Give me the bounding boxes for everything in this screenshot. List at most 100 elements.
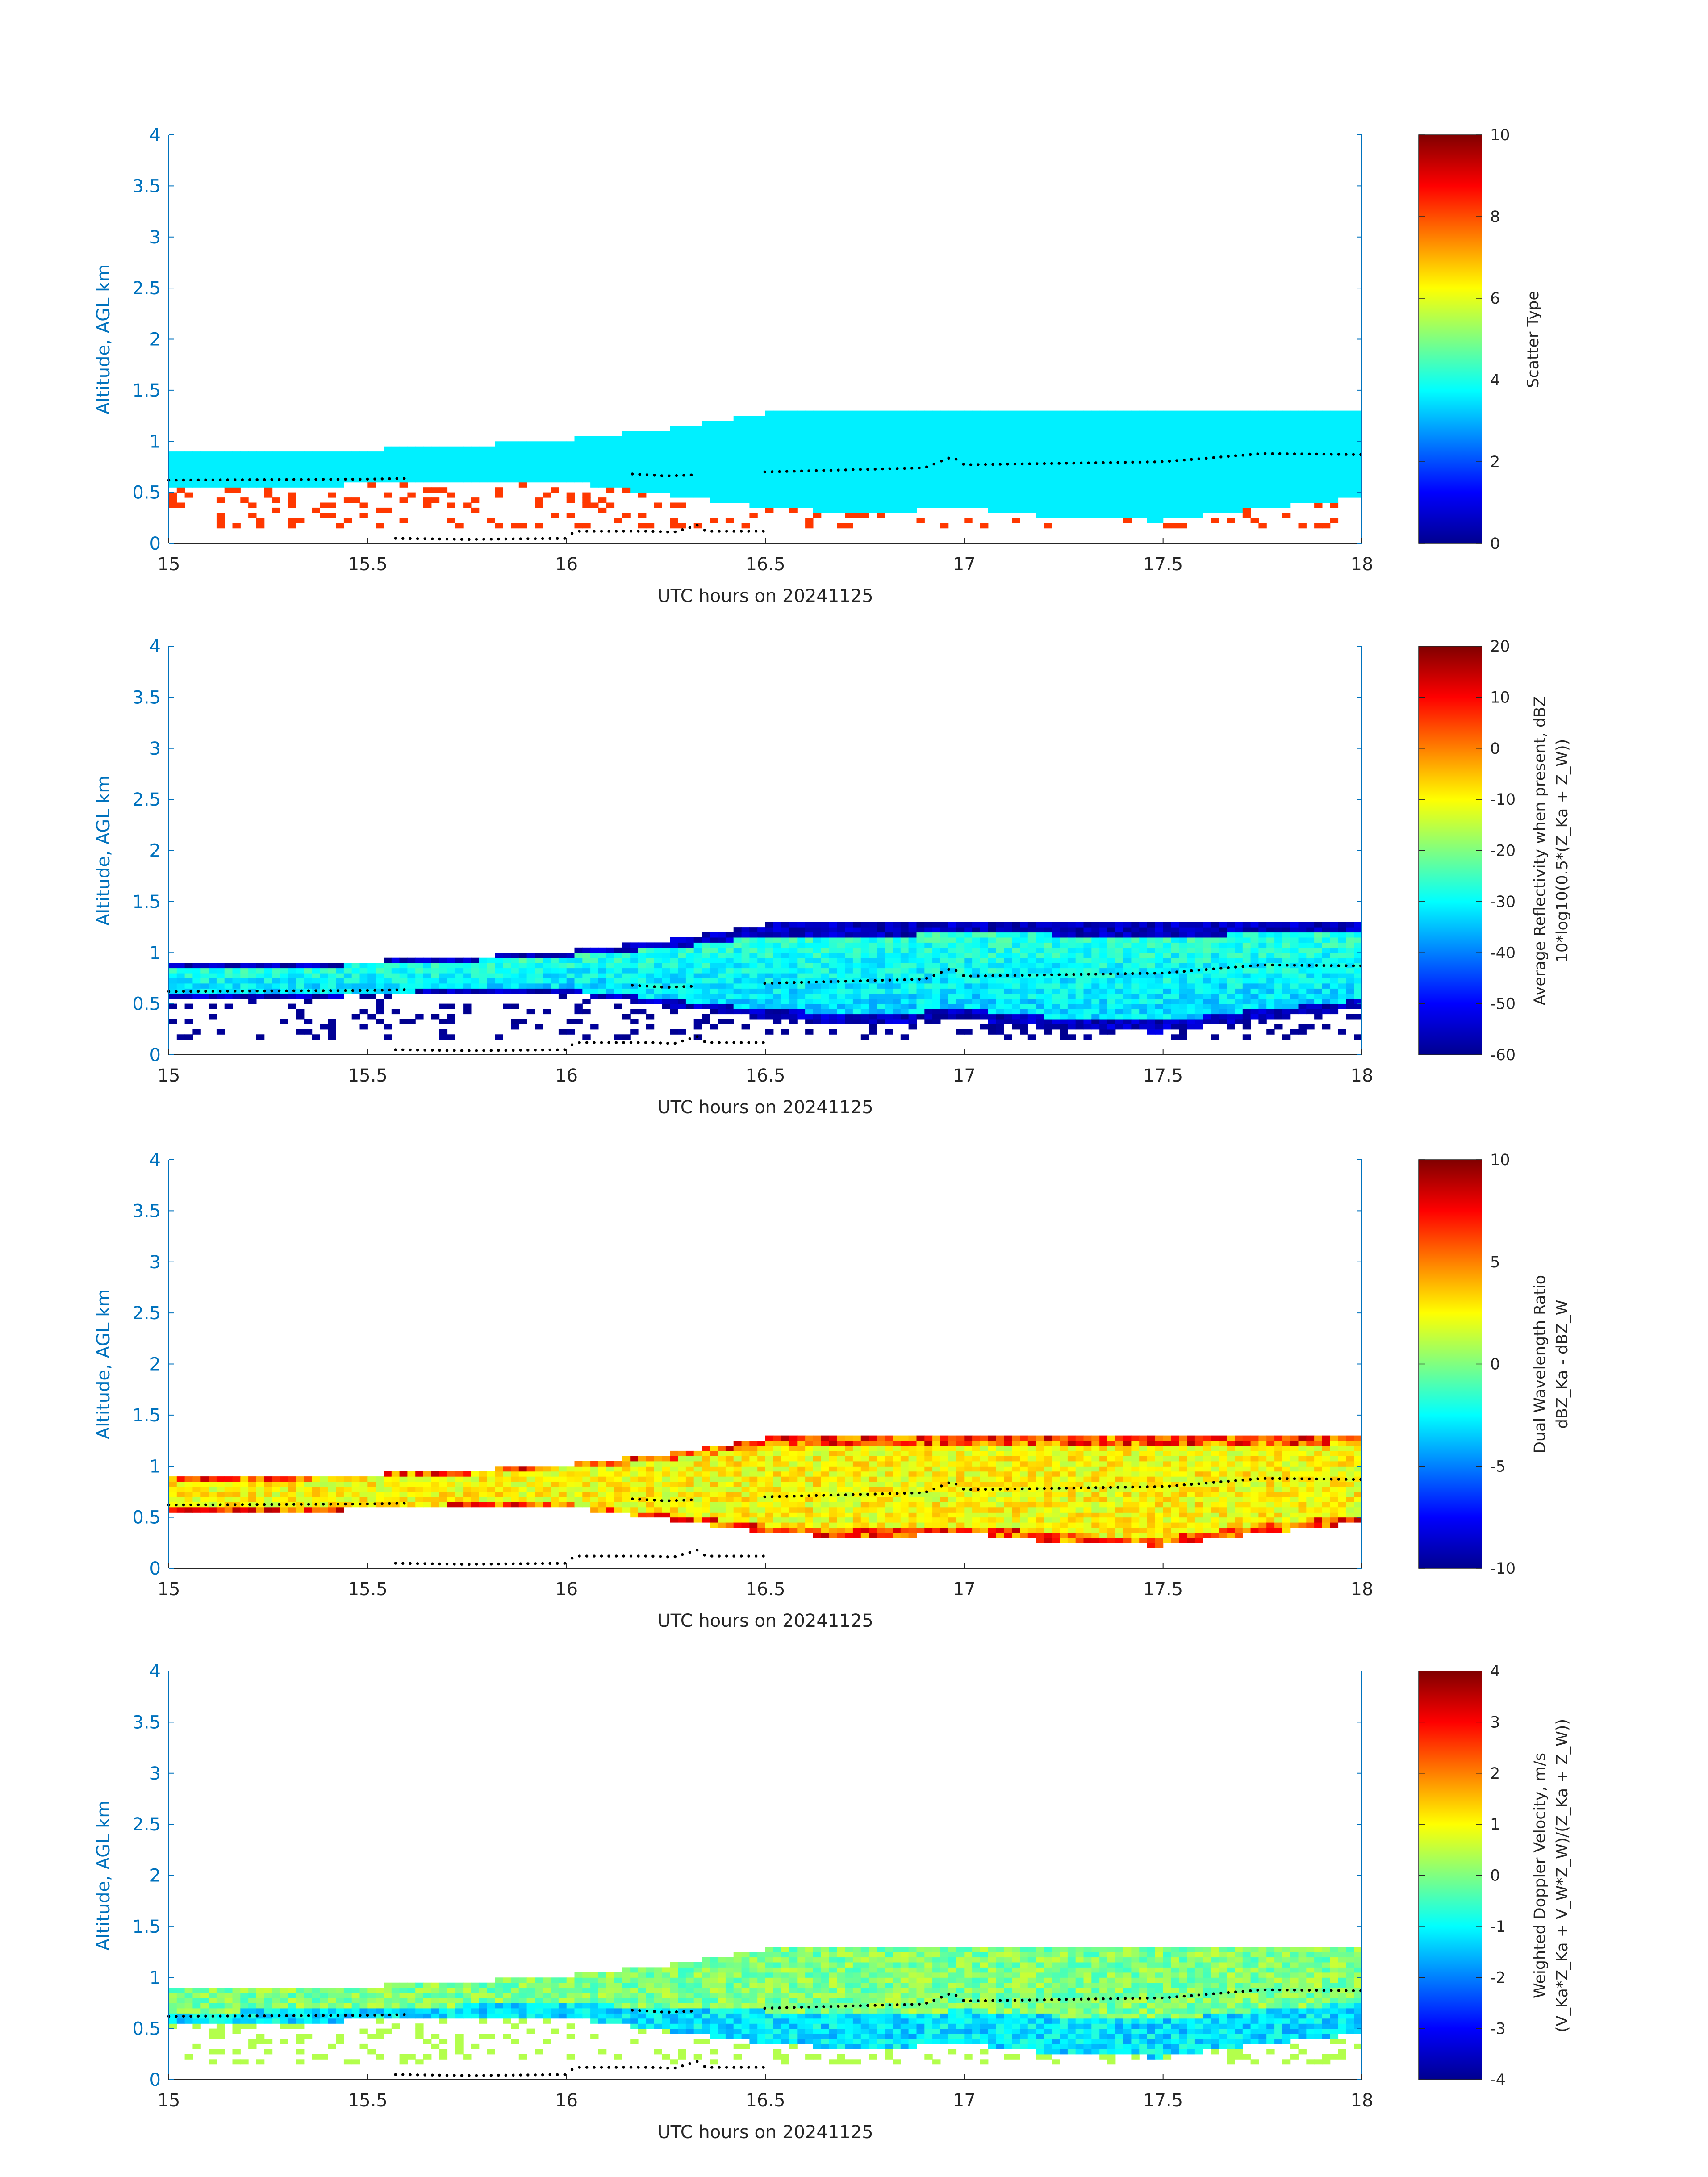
heatmap-cell bbox=[320, 462, 328, 467]
heatmap-cell bbox=[1060, 497, 1068, 503]
heatmap-cell bbox=[757, 978, 766, 984]
heatmap-cell bbox=[1274, 922, 1283, 928]
upper-marker bbox=[962, 463, 965, 466]
heatmap-cell bbox=[749, 446, 758, 452]
heatmap-cell bbox=[805, 523, 814, 529]
heatmap-cell bbox=[1346, 462, 1354, 467]
heatmap-cell bbox=[1139, 947, 1148, 953]
heatmap-cell bbox=[765, 1029, 774, 1035]
heatmap-cell bbox=[781, 953, 789, 958]
heatmap-cell bbox=[805, 999, 814, 1004]
heatmap-cell bbox=[852, 1003, 861, 1009]
heatmap-cell bbox=[940, 462, 949, 467]
heatmap-cell bbox=[1306, 988, 1315, 994]
heatmap-cell bbox=[1044, 978, 1052, 984]
heatmap-cell bbox=[630, 436, 639, 442]
heatmap-cell bbox=[216, 968, 225, 974]
heatmap-cell bbox=[885, 973, 893, 978]
heatmap-cell bbox=[813, 446, 822, 452]
heatmap-cell bbox=[852, 988, 861, 994]
heatmap-cell bbox=[710, 472, 718, 477]
heatmap-cell bbox=[1346, 968, 1354, 974]
heatmap-cell bbox=[1219, 446, 1227, 452]
heatmap-cell bbox=[598, 978, 607, 984]
heatmap-cell bbox=[351, 978, 360, 984]
heatmap-cell bbox=[1139, 953, 1148, 958]
heatmap-cell bbox=[582, 1034, 591, 1040]
heatmap-cell bbox=[288, 1003, 296, 1009]
heatmap-cell bbox=[232, 978, 241, 984]
heatmap-cell bbox=[1298, 993, 1307, 999]
heatmap-cell bbox=[916, 963, 925, 969]
heatmap-cell bbox=[1235, 492, 1243, 498]
upper-marker bbox=[763, 470, 766, 474]
heatmap-cell bbox=[900, 472, 909, 477]
heatmap-cell bbox=[860, 932, 869, 938]
x-tick-label: 17 bbox=[953, 554, 976, 575]
lower-marker bbox=[739, 530, 743, 533]
heatmap-cell bbox=[1123, 487, 1132, 493]
heatmap-cell bbox=[1123, 1019, 1132, 1024]
heatmap-cell bbox=[407, 968, 416, 974]
heatmap-cell bbox=[328, 973, 336, 978]
heatmap-cell bbox=[209, 451, 217, 457]
heatmap-cell bbox=[924, 446, 933, 452]
heatmap-cell bbox=[582, 462, 591, 467]
heatmap-cell bbox=[1036, 502, 1044, 508]
heatmap-cell bbox=[566, 446, 575, 452]
heatmap-cell bbox=[670, 999, 678, 1004]
heatmap-cell bbox=[821, 426, 830, 431]
heatmap-cell bbox=[1338, 446, 1346, 452]
heatmap-cell bbox=[1115, 937, 1124, 943]
upper-marker bbox=[785, 470, 789, 473]
heatmap-cell bbox=[1235, 1009, 1243, 1015]
heatmap-cell bbox=[1242, 451, 1251, 457]
heatmap-cell bbox=[1194, 416, 1203, 422]
heatmap-cell bbox=[972, 927, 981, 933]
heatmap-cell bbox=[860, 441, 869, 447]
heatmap-cell bbox=[471, 467, 480, 472]
heatmap-cell bbox=[733, 973, 742, 978]
heatmap-cell bbox=[1314, 421, 1323, 426]
heatmap-cell bbox=[1163, 988, 1172, 994]
heatmap-cell bbox=[670, 477, 678, 483]
heatmap-cell bbox=[1227, 446, 1235, 452]
heatmap-cell bbox=[1203, 446, 1211, 452]
heatmap-cell bbox=[908, 431, 917, 437]
heatmap-cell bbox=[1338, 441, 1346, 447]
heatmap-cell bbox=[1298, 927, 1307, 933]
heatmap-cell bbox=[1211, 953, 1219, 958]
heatmap-cell bbox=[518, 467, 527, 472]
lower-marker bbox=[394, 1048, 397, 1051]
heatmap-cell bbox=[749, 487, 758, 493]
heatmap-cell bbox=[988, 467, 997, 472]
lower-marker bbox=[696, 524, 699, 527]
heatmap-cell bbox=[1242, 957, 1251, 963]
heatmap-cell bbox=[1123, 441, 1132, 447]
heatmap-cell bbox=[797, 999, 806, 1004]
heatmap-cell bbox=[1346, 957, 1354, 963]
heatmap-cell bbox=[956, 993, 965, 999]
heatmap-cell bbox=[860, 1034, 869, 1040]
heatmap-cell bbox=[638, 441, 647, 447]
heatmap-cell bbox=[693, 492, 702, 498]
heatmap-cell bbox=[1274, 1003, 1283, 1009]
heatmap-cell bbox=[1044, 487, 1052, 493]
heatmap-cell bbox=[1044, 492, 1052, 498]
heatmap-cell bbox=[757, 927, 766, 933]
heatmap-cell bbox=[1187, 1019, 1195, 1024]
heatmap-cell bbox=[1203, 472, 1211, 477]
heatmap-cell bbox=[900, 507, 909, 513]
heatmap-cell bbox=[900, 441, 909, 447]
heatmap-cell bbox=[710, 937, 718, 943]
heatmap-cell bbox=[495, 492, 503, 498]
heatmap-cell bbox=[1067, 431, 1076, 437]
heatmap-cell bbox=[471, 957, 480, 963]
heatmap-cell bbox=[1290, 983, 1299, 989]
heatmap-cell bbox=[646, 436, 655, 442]
heatmap-cell bbox=[1083, 421, 1092, 426]
heatmap-cell bbox=[384, 456, 392, 462]
heatmap-cell bbox=[558, 968, 567, 974]
heatmap-cell bbox=[1060, 942, 1068, 948]
heatmap-cell bbox=[749, 1014, 758, 1020]
